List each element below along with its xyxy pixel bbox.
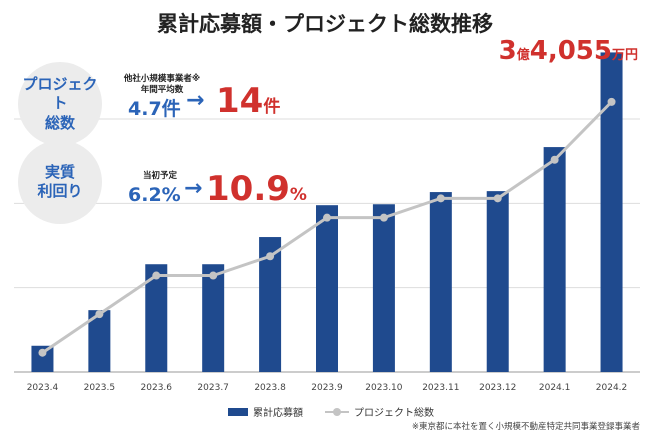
x-tick-label: 2024.2 [596,383,628,393]
total-amount: 3億4,055万円 [499,36,638,66]
project-arrow-icon: → [186,88,205,113]
x-tick-labels: 2023.4 2023.5 2023.6 2023.7 2023.8 2023.9 2023… [27,383,628,393]
legend-line-label: プロジェクト総数 [354,408,434,419]
footnote: ※東京都に本社を置く小規模不動産特定共同事業登録事業者 [411,422,640,432]
x-tick-label: 2023.5 [84,383,116,393]
x-tick-label: 2023.4 [27,383,59,393]
line-point [95,310,104,319]
line-point [152,271,161,280]
total-unit: 万円 [611,48,638,63]
total-rest: 4,055 [529,36,612,66]
yield-badge: 実質 利回り [18,140,102,224]
bar [543,147,566,372]
bar [600,52,623,372]
bar [31,345,54,372]
bar [259,237,282,372]
line-point [550,155,559,164]
yield-number: 10.9 [206,169,290,209]
yield-arrow-icon: → [184,176,203,201]
line-point [379,213,388,222]
project-count-badge-label: プロジェクト 総数 [22,74,98,132]
total-oku: 億 [516,48,530,63]
bar [429,192,452,372]
x-tick-label: 2023.8 [254,383,286,393]
bar [486,191,509,372]
yield-value: 10.9% [206,172,307,206]
project-avg-value: 4.7件 [128,98,181,120]
yield-planned-label: 当初予定 [142,171,177,181]
yield-badge-label: 実質 利回り [37,162,83,201]
project-count-badge: プロジェクト 総数 [18,62,102,146]
bar [145,264,168,372]
total-number: 3 [498,36,517,66]
line-point [266,252,275,261]
line-point [493,194,502,203]
line-point [607,97,616,106]
legend: 累計応募額 プロジェクト総数 [228,404,434,419]
yield-unit: % [289,185,307,205]
chart-title: 累計応募額・プロジェクト総数推移 [157,12,493,36]
line-point [209,271,218,280]
project-count-value: 14件 [216,84,280,118]
line-point [38,348,47,357]
bar [202,264,225,372]
x-tick-label: 2023.11 [422,383,459,393]
x-tick-label: 2024.1 [539,383,571,393]
x-tick-label: 2023.7 [197,383,229,393]
x-tick-label: 2023.6 [141,383,173,393]
x-tick-label: 2023.9 [311,383,343,393]
yield-planned-value: 6.2% [128,184,181,206]
line-series [38,97,616,357]
bar [316,205,338,372]
legend-bar-swatch [228,407,248,416]
bar [372,204,395,372]
project-count-number: 14 [216,81,264,121]
line-point [436,194,445,203]
legend-bar-label: 累計応募額 [253,408,303,419]
project-avg-label: 他社小規模事業者※ 年間平均数 [123,74,201,95]
bar [88,310,111,372]
x-tick-label: 2023.12 [479,383,516,393]
legend-line-swatch [325,407,349,416]
x-tick-label: 2023.10 [365,383,402,393]
bar-series [31,52,623,372]
line-point [323,213,331,222]
project-count-unit: 件 [263,97,281,117]
